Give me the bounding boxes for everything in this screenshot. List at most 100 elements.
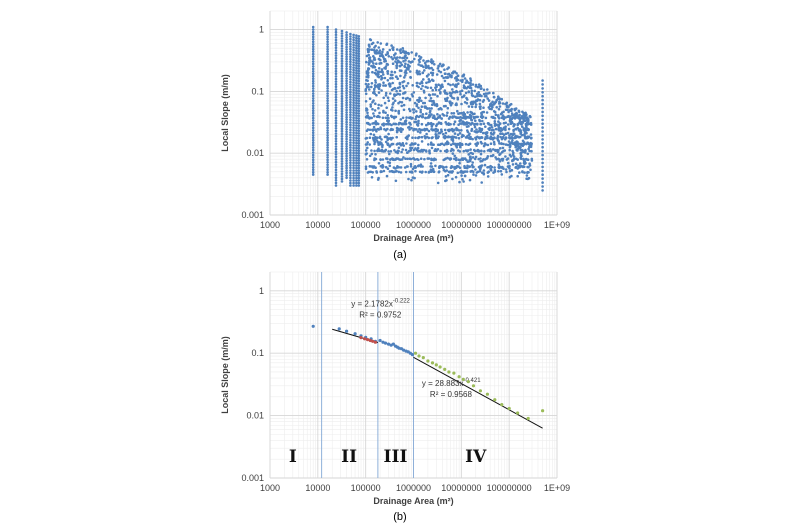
band-point bbox=[476, 122, 479, 126]
scatter-point bbox=[482, 106, 485, 109]
scatter-point bbox=[366, 71, 370, 75]
column-point bbox=[326, 114, 329, 117]
scatter-point bbox=[383, 76, 387, 80]
band-point bbox=[432, 170, 436, 173]
scatter-point bbox=[422, 65, 425, 69]
scatter-point bbox=[504, 125, 507, 128]
scatter-point bbox=[391, 109, 394, 112]
column-point bbox=[326, 146, 329, 149]
scatter-point bbox=[382, 84, 385, 87]
scatter-point bbox=[399, 130, 403, 134]
scatter-point bbox=[396, 77, 400, 80]
column-point bbox=[334, 30, 338, 34]
column-point bbox=[352, 139, 355, 142]
column-point bbox=[311, 55, 315, 58]
scatter-point bbox=[368, 56, 372, 59]
scatter-point bbox=[490, 107, 493, 111]
column-point bbox=[311, 82, 315, 85]
column-point bbox=[352, 124, 355, 127]
scatter-point bbox=[504, 155, 507, 158]
scatter-point bbox=[522, 118, 526, 122]
scatter-point bbox=[378, 52, 382, 55]
scatter-point bbox=[439, 70, 443, 74]
scatter-point bbox=[373, 46, 376, 49]
scatter-point bbox=[391, 81, 395, 85]
scatter-point bbox=[449, 94, 452, 97]
column-point bbox=[345, 166, 348, 170]
scatter-point bbox=[452, 97, 456, 100]
band-point bbox=[486, 122, 490, 125]
scatter-point bbox=[415, 103, 419, 106]
column-point bbox=[334, 142, 338, 146]
column-point bbox=[541, 185, 544, 188]
column-point bbox=[340, 67, 344, 70]
column-point bbox=[326, 119, 329, 122]
column-point bbox=[345, 152, 348, 155]
scatter-point bbox=[452, 112, 456, 115]
band-point bbox=[482, 122, 486, 125]
scatter-point bbox=[406, 67, 410, 71]
scatter-point bbox=[497, 124, 500, 128]
column-point bbox=[349, 37, 352, 41]
scatter-point bbox=[378, 54, 382, 58]
scatter-point bbox=[464, 91, 468, 95]
column-point bbox=[340, 37, 344, 40]
scatter-point bbox=[440, 108, 443, 111]
column-point bbox=[355, 116, 358, 120]
band-point bbox=[466, 149, 470, 152]
band-point bbox=[445, 165, 448, 169]
band-point bbox=[375, 170, 378, 173]
band-point bbox=[366, 128, 370, 131]
band-point bbox=[500, 128, 504, 132]
band-point bbox=[374, 128, 378, 131]
band-point bbox=[490, 128, 494, 132]
scatter-point bbox=[417, 98, 421, 102]
scatter-point bbox=[494, 113, 498, 117]
scatter-point bbox=[395, 48, 399, 51]
column-point bbox=[349, 70, 352, 74]
column-point bbox=[352, 176, 355, 180]
column-point bbox=[340, 140, 344, 143]
scatter-point bbox=[420, 99, 423, 103]
scatter-point bbox=[458, 161, 461, 165]
band-point bbox=[427, 143, 430, 146]
band-point bbox=[405, 142, 408, 145]
column-point bbox=[355, 94, 358, 97]
scatter-point bbox=[365, 108, 369, 112]
scatter-point bbox=[427, 73, 430, 76]
column-point bbox=[334, 129, 338, 133]
scatter-point bbox=[504, 102, 507, 106]
column-point bbox=[352, 56, 355, 59]
column-point bbox=[340, 150, 344, 153]
band-point bbox=[438, 116, 442, 119]
scatter-point bbox=[370, 82, 374, 85]
scatter-point bbox=[444, 121, 448, 124]
band-point bbox=[404, 170, 408, 174]
x-tick-label: 1E+09 bbox=[544, 483, 570, 493]
column-point bbox=[355, 139, 358, 142]
column-point bbox=[357, 122, 361, 125]
scatter-point bbox=[482, 110, 486, 114]
column-point bbox=[355, 39, 358, 42]
column-point bbox=[352, 71, 355, 74]
column-point bbox=[349, 161, 352, 165]
scatter-point bbox=[475, 128, 478, 131]
column-point bbox=[326, 87, 329, 90]
scatter-point bbox=[491, 100, 494, 104]
point-cloud bbox=[311, 25, 544, 192]
scatter-point bbox=[508, 145, 512, 149]
scatter-point bbox=[409, 70, 412, 73]
scatter-point bbox=[455, 72, 458, 75]
scatter-point bbox=[376, 41, 380, 44]
column-point bbox=[345, 99, 348, 102]
column-point bbox=[349, 52, 352, 56]
column-point bbox=[311, 104, 315, 108]
column-point bbox=[349, 151, 352, 154]
column-point bbox=[311, 38, 315, 41]
scatter-point bbox=[494, 100, 497, 104]
column-point bbox=[334, 134, 338, 138]
scatter-point bbox=[411, 60, 414, 63]
scatter-point bbox=[406, 82, 410, 85]
band-point bbox=[495, 157, 499, 161]
column-point bbox=[349, 60, 352, 63]
